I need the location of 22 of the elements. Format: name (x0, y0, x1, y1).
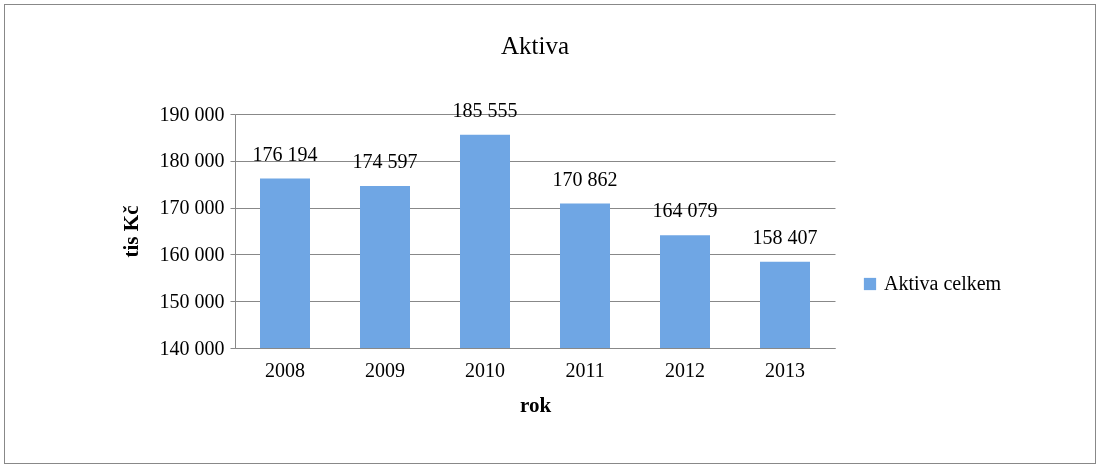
data-label: 170 862 (552, 167, 618, 190)
x-tick-label: 2008 (265, 358, 305, 381)
legend-label: Aktiva celkem (884, 272, 1002, 294)
x-axis-title: rok (519, 392, 552, 417)
data-label: 176 194 (252, 142, 318, 165)
data-label: 158 407 (752, 225, 818, 248)
chart-title: Aktiva (500, 31, 570, 59)
x-tick-label: 2010 (465, 358, 505, 381)
y-tick-label: 180 000 (159, 149, 225, 172)
x-tick-label: 2009 (365, 358, 405, 381)
y-tick-label: 190 000 (159, 102, 225, 125)
data-label: 164 079 (652, 199, 718, 222)
y-tick-label: 160 000 (159, 242, 225, 265)
y-tick-label: 150 000 (159, 289, 225, 312)
y-tick-label: 170 000 (159, 196, 225, 219)
y-tick-label: 140 000 (159, 336, 225, 359)
x-tick-label: 2012 (665, 358, 705, 381)
x-tick-label: 2011 (565, 358, 605, 381)
x-tick-label: 2013 (765, 358, 805, 381)
data-label: 185 555 (452, 98, 518, 121)
y-axis-title: tis Kč (118, 205, 143, 258)
data-label: 174 597 (352, 150, 418, 173)
